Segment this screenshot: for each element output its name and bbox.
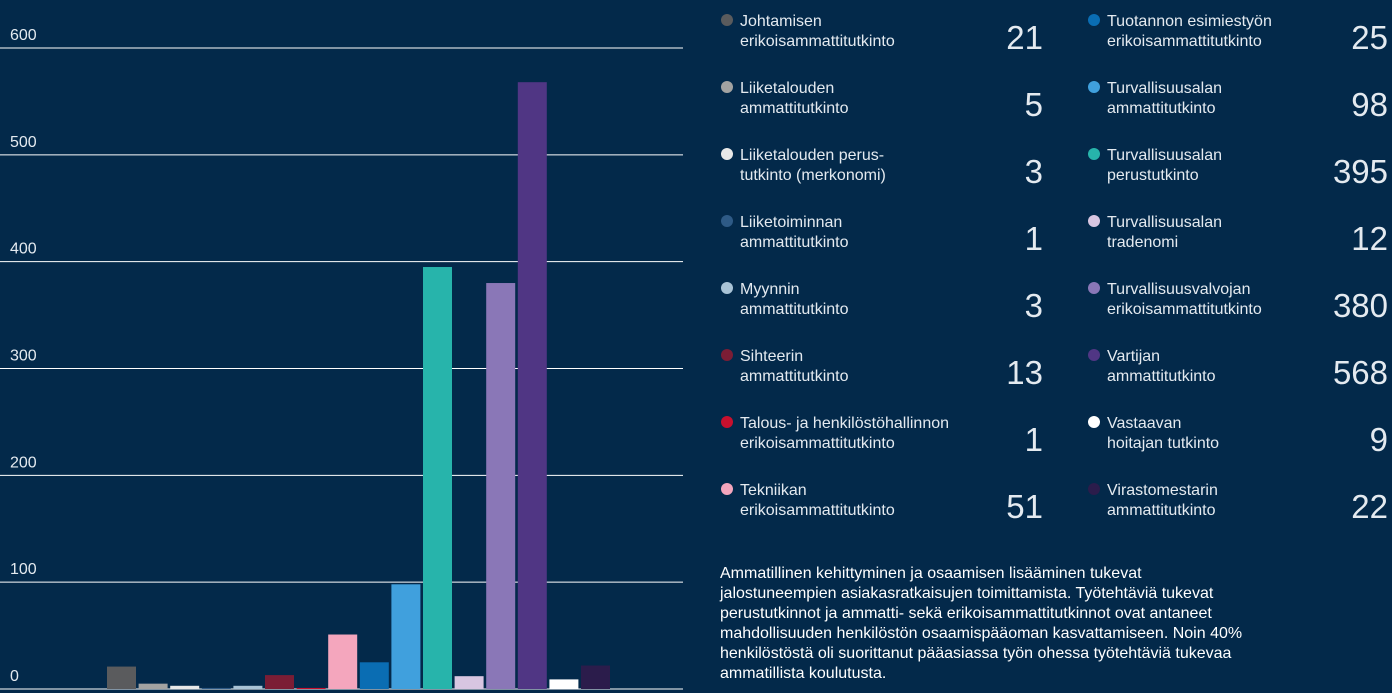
legend-dot	[1088, 416, 1100, 428]
legend-value: 5	[1025, 86, 1043, 123]
y-tick-label: 400	[10, 241, 37, 258]
legend-label: perustutkinto	[1107, 167, 1199, 184]
bar	[549, 679, 579, 689]
legend-value: 22	[1351, 488, 1388, 525]
legend-label: ammattitutkinto	[1107, 502, 1216, 519]
legend-dot	[1088, 81, 1100, 93]
bar	[517, 82, 547, 690]
legend-dot	[721, 416, 733, 428]
bar	[233, 685, 263, 689]
legend-value: 568	[1333, 354, 1388, 391]
paragraph-line: Ammatillinen kehittyminen ja osaamisen l…	[720, 565, 1142, 582]
legend-label: erikoisammattitutkinto	[740, 502, 895, 519]
legend-label: Vastaavan	[1107, 415, 1181, 432]
legend-value: 98	[1351, 86, 1388, 123]
legend-label: hoitajan tutkinto	[1107, 435, 1219, 452]
y-tick-label: 300	[10, 348, 37, 365]
legend-label: erikoisammattitutkinto	[1107, 301, 1262, 318]
legend-value: 1	[1025, 421, 1043, 458]
legend-value: 25	[1351, 19, 1388, 56]
bar	[201, 687, 231, 689]
legend-label: Myynnin	[740, 281, 800, 298]
legend-dot	[1088, 282, 1100, 294]
paragraph-line: ammatillista koulutusta.	[720, 665, 886, 682]
legend-value: 9	[1370, 421, 1388, 458]
bar	[138, 683, 168, 689]
paragraph-line: perustutkinnot ja ammatti- sekä erikoisa…	[720, 605, 1212, 622]
legend-value: 1	[1025, 220, 1043, 257]
paragraph-line: jalostuneempien asiakasratkaisujen toimi…	[719, 585, 1214, 602]
bar	[423, 267, 452, 689]
legend-label: ammattitutkinto	[740, 234, 849, 251]
legend-label: Turvallisuusalan	[1107, 147, 1222, 164]
y-tick-label: 0	[10, 668, 19, 685]
legend-label: Turvallisuusvalvojan	[1107, 281, 1250, 298]
legend-dot	[721, 349, 733, 361]
legend-label: erikoisammattitutkinto	[1107, 33, 1262, 50]
legend-dot	[721, 483, 733, 495]
legend-label: Vartijan	[1107, 348, 1160, 365]
legend-label: Tuotannon esimiestyön	[1107, 13, 1272, 30]
bar	[581, 665, 610, 689]
legend-value: 51	[1006, 488, 1043, 525]
y-tick-label: 500	[10, 134, 37, 151]
legend-label: Turvallisuusalan	[1107, 80, 1222, 97]
legend-value: 13	[1006, 354, 1043, 391]
paragraph-line: henkilöstöstä oli suorittanut pääasiassa…	[720, 645, 1232, 662]
legend-value: 3	[1025, 153, 1043, 190]
legend-dot	[721, 148, 733, 160]
legend-label: Tekniikan	[740, 482, 807, 499]
bar	[359, 662, 389, 689]
bar	[486, 283, 516, 689]
bar	[391, 584, 421, 689]
legend-dot	[721, 282, 733, 294]
legend-value: 12	[1351, 220, 1388, 257]
y-tick-label: 100	[10, 561, 37, 578]
legend-dot	[721, 14, 733, 26]
legend-label: ammattitutkinto	[740, 100, 849, 117]
legend-label: ammattitutkinto	[1107, 100, 1216, 117]
bar	[328, 634, 358, 689]
legend-label: tutkinto (merkonomi)	[740, 167, 886, 184]
legend-label: erikoisammattitutkinto	[740, 33, 895, 50]
bar	[107, 666, 136, 689]
legend-label: Liiketoiminnan	[740, 214, 842, 231]
legend-label: Johtamisen	[740, 13, 822, 30]
legend-label: tradenomi	[1107, 234, 1178, 251]
legend-label: Sihteerin	[740, 348, 803, 365]
legend-label: ammattitutkinto	[740, 368, 849, 385]
legend-dot	[1088, 148, 1100, 160]
bar	[170, 685, 200, 689]
legend-dot	[1088, 349, 1100, 361]
y-tick-label: 600	[10, 27, 37, 44]
legend-label: ammattitutkinto	[740, 301, 849, 318]
bar	[296, 687, 326, 689]
legend-label: Turvallisuusalan	[1107, 214, 1222, 231]
legend-dot	[1088, 215, 1100, 227]
legend-dot	[721, 215, 733, 227]
legend-label: Virastomestarin	[1107, 482, 1218, 499]
legend-label: Talous- ja henkilöstöhallinnon	[740, 415, 949, 432]
legend-dot	[1088, 14, 1100, 26]
bar	[265, 675, 294, 689]
legend-value: 3	[1025, 287, 1043, 324]
legend-value: 395	[1333, 153, 1388, 190]
legend-dot	[1088, 483, 1100, 495]
legend-label: ammattitutkinto	[1107, 368, 1216, 385]
legend-value: 21	[1006, 19, 1043, 56]
legend-label: Liiketalouden perus-	[740, 147, 884, 164]
y-tick-label: 200	[10, 454, 37, 471]
legend-label: Liiketalouden	[740, 80, 834, 97]
paragraph-line: mahdollisuuden henkilöstön osaamispääoma…	[720, 625, 1242, 642]
legend-label: erikoisammattitutkinto	[740, 435, 895, 452]
legend-value: 380	[1333, 287, 1388, 324]
bar	[454, 676, 484, 689]
legend-dot	[721, 81, 733, 93]
